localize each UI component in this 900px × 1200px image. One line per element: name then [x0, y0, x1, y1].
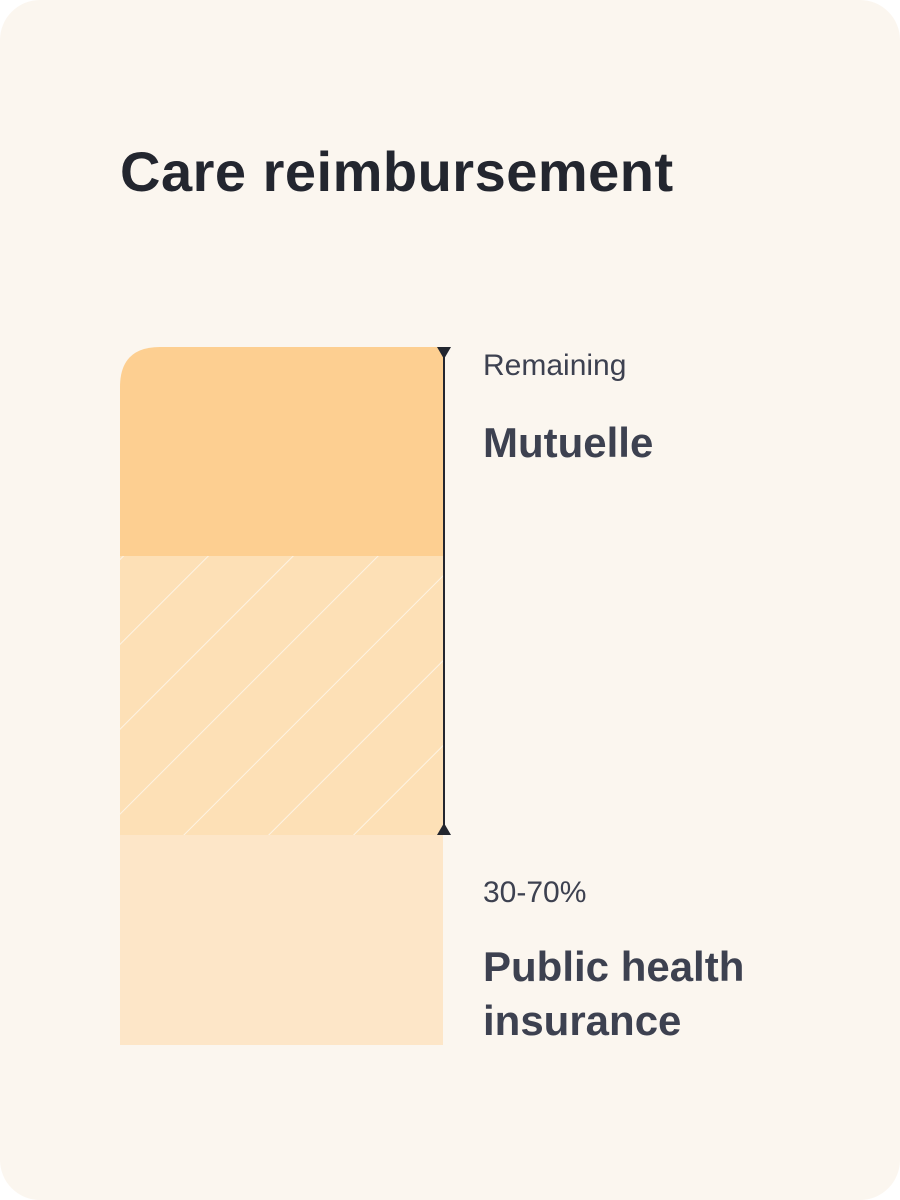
bracket-arrow-bottom-icon — [437, 823, 451, 835]
mutuelle-label: Mutuelle — [483, 419, 654, 466]
mutuelle-solid-block — [120, 347, 443, 556]
page-title: Care reimbursement — [120, 140, 674, 203]
mutuelle-caption: Remaining — [483, 349, 627, 382]
public-insurance-label: Public health insurance — [483, 943, 745, 1044]
public-insurance-caption: 30-70% — [483, 876, 587, 909]
public-insurance-block — [120, 835, 443, 1045]
bracket-arrow-top-icon — [437, 347, 451, 359]
mutuelle-hatched-block — [120, 556, 443, 835]
